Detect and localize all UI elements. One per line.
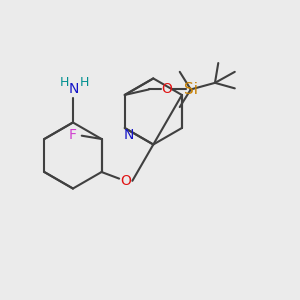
Text: N: N bbox=[69, 82, 79, 97]
Text: F: F bbox=[69, 128, 77, 142]
Text: N: N bbox=[124, 128, 134, 142]
Text: Si: Si bbox=[184, 82, 198, 97]
Text: O: O bbox=[120, 174, 131, 188]
Text: H: H bbox=[79, 76, 88, 89]
Text: H: H bbox=[59, 76, 69, 89]
Text: O: O bbox=[161, 82, 172, 97]
